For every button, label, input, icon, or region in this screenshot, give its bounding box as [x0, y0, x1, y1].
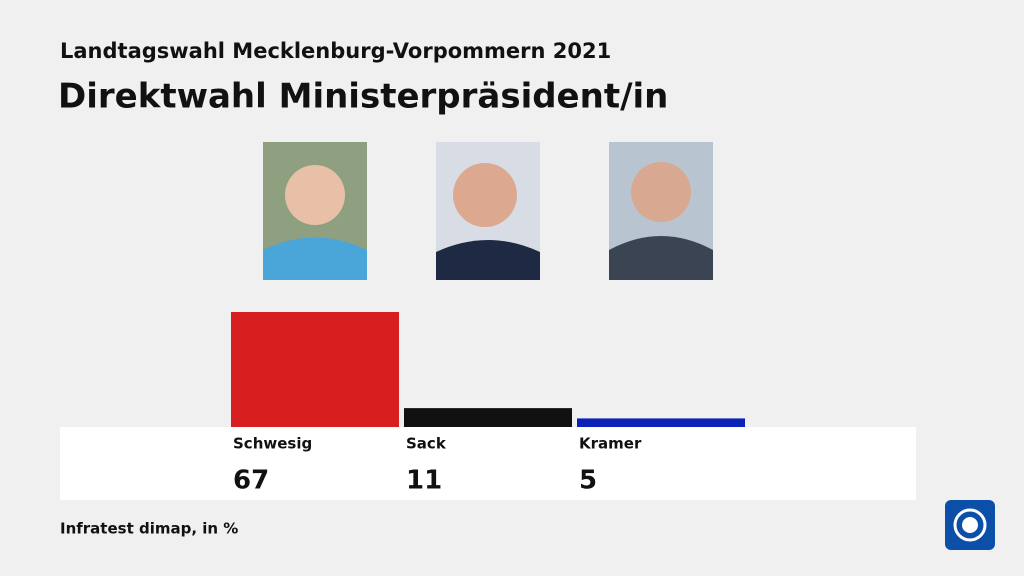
chart-title: Direktwahl Ministerpräsident/in: [58, 77, 668, 117]
candidate-photos: [263, 142, 713, 280]
value-label: 5: [579, 466, 597, 496]
photo-body: [263, 237, 367, 280]
label-panel: [60, 427, 916, 500]
bar: [404, 408, 572, 427]
category-label: Sack: [406, 435, 447, 453]
photo-body: [609, 236, 713, 280]
bar: [577, 418, 745, 427]
photo-body: [436, 240, 540, 280]
photo-face: [285, 165, 345, 225]
photo-face: [453, 163, 517, 227]
category-label: Kramer: [579, 435, 642, 453]
logo: [945, 500, 995, 550]
value-label: 67: [233, 466, 269, 496]
chart-subtitle: Landtagswahl Mecklenburg-Vorpommern 2021: [60, 39, 611, 63]
logo-ring: [953, 508, 987, 542]
value-label: 11: [406, 466, 442, 496]
logo-dot: [962, 517, 978, 533]
photo-face: [631, 162, 691, 222]
bar: [231, 312, 399, 427]
category-label: Schwesig: [233, 435, 312, 453]
source-note: Infratest dimap, in %: [60, 520, 238, 538]
